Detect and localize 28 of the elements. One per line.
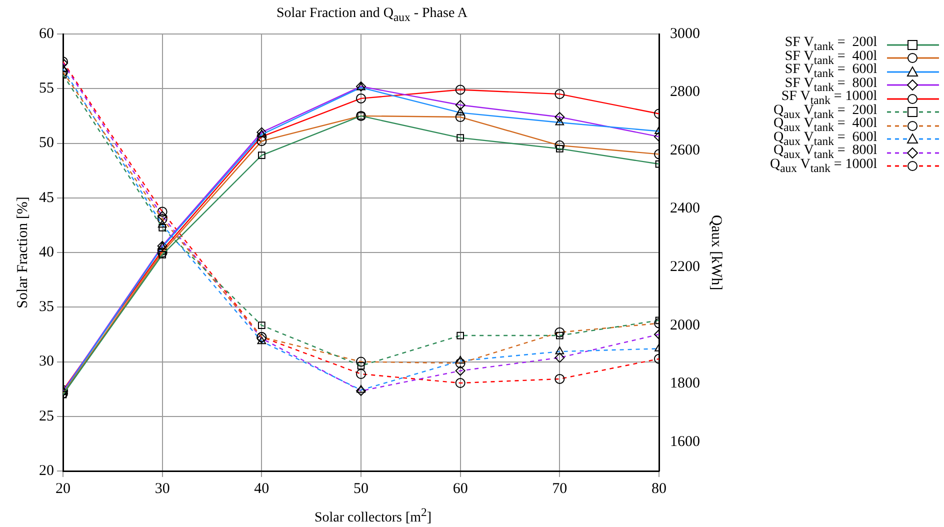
x-tick-label: 20 [56,480,70,497]
x-axis-title: Solar collectors [m$^{2}$] [313,506,433,527]
y2-tick-label: 1800 [670,376,700,392]
y-tick-label: 40 [39,244,54,260]
y-tick-label: 30 [39,354,54,370]
y2-tick-label: 3000 [670,26,700,42]
x-tick-label: 70 [552,480,568,497]
y-axis-title: Solar Fraction [%] [14,196,31,308]
x-tick-label: 80 [652,480,666,497]
y-tick-label: 50 [39,135,54,152]
y2-tick-label: 2200 [670,259,700,276]
x-tick-label: 60 [452,480,468,497]
y-tick-label: 60 [39,26,54,42]
y2-tick-label: 2400 [670,200,700,217]
y-tick-label: 45 [39,190,54,206]
x-tick-label: 30 [154,480,170,497]
y2-tick-label: 2800 [670,84,700,100]
y2-tick-label: 2600 [670,142,700,158]
x-tick-label: 50 [354,480,368,497]
y2-axis-title: Qaux [kWh] [708,214,724,290]
x-tick-label: 40 [254,480,270,497]
y-tick-label: 25 [39,408,54,424]
y-tick-label: 35 [39,299,54,316]
y-tick-label: 55 [39,80,54,97]
chart-title: Solar Fraction and Q$_{aux}$ - Phase A [275,6,469,24]
y2-tick-label: 1600 [670,434,700,450]
y-tick-label: 20 [39,462,54,479]
y2-tick-label: 2000 [670,317,700,334]
